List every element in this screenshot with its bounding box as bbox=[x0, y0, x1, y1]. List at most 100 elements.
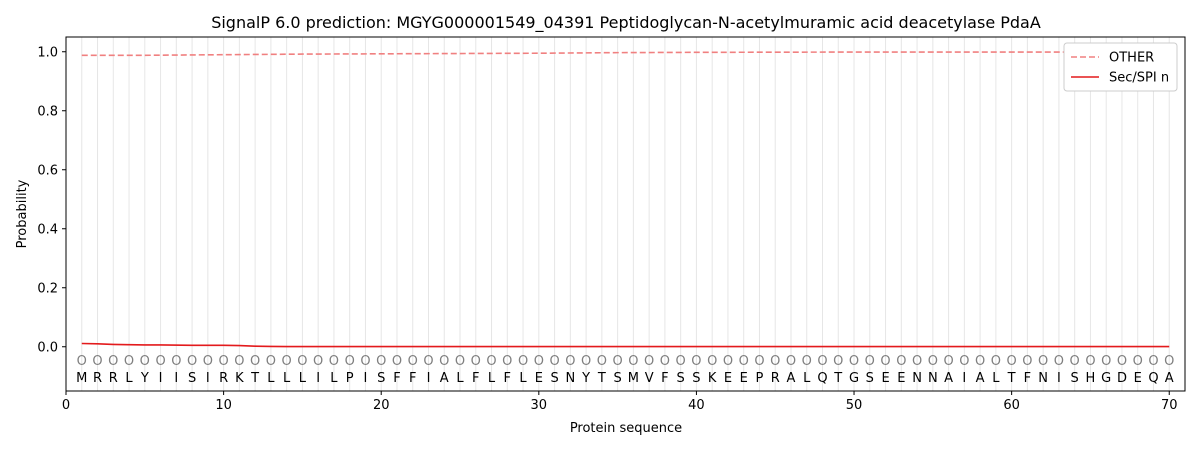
prediction-label: O bbox=[313, 354, 323, 369]
residue-label: S bbox=[550, 371, 558, 386]
residue-label: N bbox=[1038, 371, 1048, 386]
residue-label: L bbox=[283, 371, 291, 386]
prediction-label: O bbox=[360, 354, 370, 369]
prediction-label: O bbox=[644, 354, 654, 369]
prediction-label: O bbox=[282, 354, 292, 369]
residue-label: I bbox=[174, 371, 178, 386]
prediction-label: O bbox=[439, 354, 449, 369]
y-tick-label: 0.2 bbox=[37, 281, 58, 296]
residue-label: E bbox=[881, 371, 889, 386]
prediction-label: O bbox=[707, 354, 717, 369]
residue-label: I bbox=[206, 371, 210, 386]
legend-label: OTHER bbox=[1109, 51, 1154, 66]
prediction-label: O bbox=[1085, 354, 1095, 369]
prediction-label: O bbox=[1070, 354, 1080, 369]
residue-label: S bbox=[188, 371, 196, 386]
residue-label: Q bbox=[1148, 371, 1158, 386]
residue-label: D bbox=[1117, 371, 1127, 386]
residue-label: E bbox=[897, 371, 905, 386]
prediction-label: O bbox=[408, 354, 418, 369]
residue-label: P bbox=[756, 371, 764, 386]
y-tick-label: 0.0 bbox=[37, 340, 58, 355]
residue-label: K bbox=[708, 371, 717, 386]
prediction-label: O bbox=[250, 354, 260, 369]
prediction-label: O bbox=[896, 354, 906, 369]
prediction-label: O bbox=[518, 354, 528, 369]
series-layer bbox=[81, 51, 1170, 348]
residue-label: E bbox=[535, 371, 543, 386]
residue-label: I bbox=[427, 371, 431, 386]
prediction-label: O bbox=[423, 354, 433, 369]
x-tick-label: 0 bbox=[62, 398, 70, 413]
axis-layer: 0 10 20 30 40 50 60 70 0.0 0.2 0.4 0.6 0.8 1.0 bbox=[37, 45, 1177, 413]
residue-label: L bbox=[330, 371, 338, 386]
prediction-label: O bbox=[549, 354, 559, 369]
prediction-label: O bbox=[975, 354, 985, 369]
prediction-label: O bbox=[802, 354, 812, 369]
x-axis-label: Protein sequence bbox=[570, 421, 682, 436]
residue-label: N bbox=[565, 371, 575, 386]
prediction-label: O bbox=[345, 354, 355, 369]
prediction-label: O bbox=[1117, 354, 1127, 369]
prediction-label: O bbox=[597, 354, 607, 369]
residue-label: I bbox=[159, 371, 163, 386]
prediction-label: O bbox=[676, 354, 686, 369]
prediction-label: O bbox=[376, 354, 386, 369]
prediction-label: O bbox=[739, 354, 749, 369]
legend: OTHER Sec/SPI n bbox=[1063, 42, 1178, 92]
prediction-label: O bbox=[486, 354, 496, 369]
residue-label: T bbox=[1007, 371, 1016, 386]
series-line-sec-spi-n bbox=[81, 342, 1170, 348]
residue-label: T bbox=[833, 371, 842, 386]
residue-label: F bbox=[472, 371, 479, 386]
grid-layer bbox=[81, 37, 1170, 391]
residue-label: H bbox=[1086, 371, 1096, 386]
residue-label: S bbox=[377, 371, 385, 386]
residue-label: L bbox=[992, 371, 1000, 386]
prediction-label: O bbox=[297, 354, 307, 369]
x-tick-label: 20 bbox=[373, 398, 390, 413]
prediction-label: O bbox=[1148, 354, 1158, 369]
prediction-label: O bbox=[266, 354, 276, 369]
residue-label: V bbox=[645, 371, 654, 386]
residue-label: F bbox=[504, 371, 511, 386]
legend-box bbox=[1063, 42, 1178, 92]
prediction-label: O bbox=[203, 354, 213, 369]
residue-label: R bbox=[219, 371, 228, 386]
residue-label: L bbox=[456, 371, 464, 386]
prediction-label: O bbox=[865, 354, 875, 369]
residue-label: S bbox=[1071, 371, 1079, 386]
residue-label: Q bbox=[817, 371, 827, 386]
prediction-label: O bbox=[187, 354, 197, 369]
residue-label: A bbox=[976, 371, 985, 386]
prediction-label: O bbox=[108, 354, 118, 369]
chart-title: SignalP 6.0 prediction: MGYG000001549_04… bbox=[211, 13, 1041, 33]
prediction-label: O bbox=[880, 354, 890, 369]
residue-label: L bbox=[125, 371, 133, 386]
prediction-label: O bbox=[565, 354, 575, 369]
residue-label: A bbox=[440, 371, 449, 386]
prediction-label: O bbox=[613, 354, 623, 369]
prediction-label: O bbox=[171, 354, 181, 369]
residue-label: N bbox=[928, 371, 938, 386]
residue-label: I bbox=[316, 371, 320, 386]
residue-label: K bbox=[235, 371, 244, 386]
x-tick-label: 10 bbox=[215, 398, 232, 413]
residue-label: Y bbox=[581, 371, 590, 386]
prediction-label: O bbox=[691, 354, 701, 369]
prediction-label: O bbox=[817, 354, 827, 369]
prediction-label: O bbox=[928, 354, 938, 369]
residue-label: F bbox=[393, 371, 400, 386]
x-tick-label: 50 bbox=[846, 398, 863, 413]
prediction-label: O bbox=[943, 354, 953, 369]
prediction-label: O bbox=[959, 354, 969, 369]
prediction-label: O bbox=[471, 354, 481, 369]
prediction-label: O bbox=[1054, 354, 1064, 369]
residue-label: R bbox=[109, 371, 118, 386]
y-tick-label: 0.6 bbox=[37, 163, 58, 178]
residue-label: S bbox=[692, 371, 700, 386]
residue-label: G bbox=[1101, 371, 1111, 386]
plot-frame bbox=[65, 36, 1186, 392]
prediction-label: O bbox=[534, 354, 544, 369]
prediction-label: O bbox=[155, 354, 165, 369]
